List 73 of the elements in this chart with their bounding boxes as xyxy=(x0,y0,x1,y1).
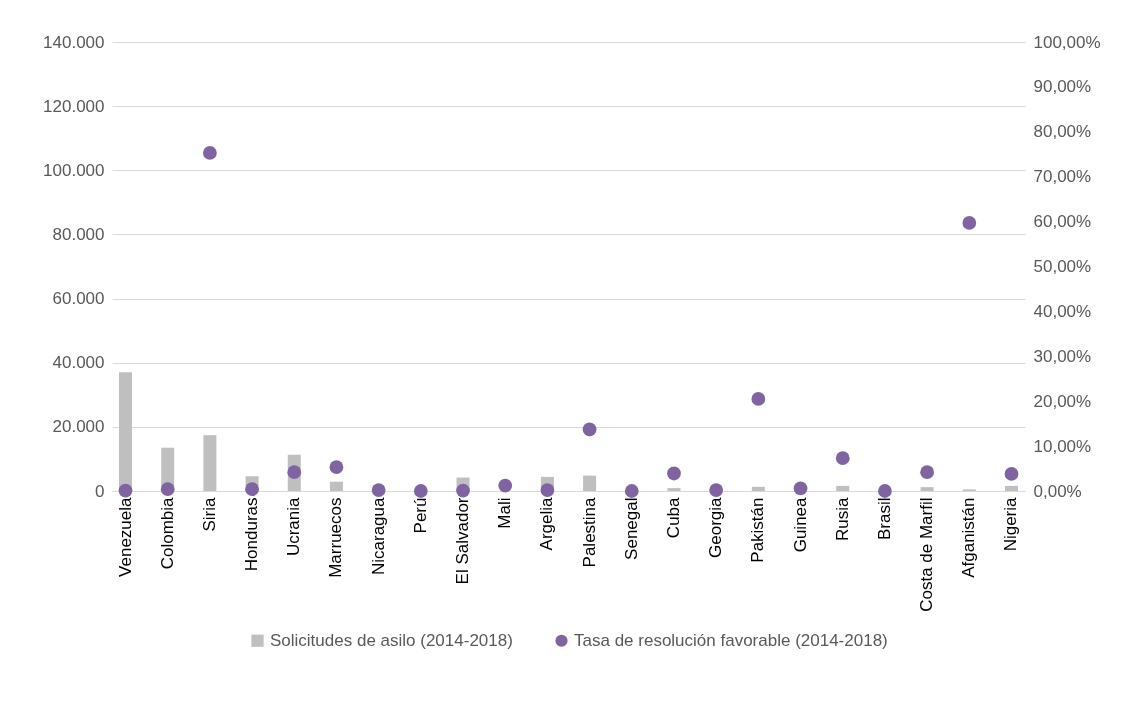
y2-tick-label: 100,00% xyxy=(1033,32,1101,52)
x-tick-label: Pakistán xyxy=(748,497,768,563)
x-tick-label: Colombia xyxy=(157,496,177,570)
x-tick-label: Georgia xyxy=(706,496,726,558)
y-tick-label: 40.000 xyxy=(52,353,105,373)
point xyxy=(709,483,724,497)
y2-tick-label: 60,00% xyxy=(1033,212,1092,232)
point xyxy=(878,484,892,498)
y-tick-label: 140.000 xyxy=(43,32,105,52)
y2-tick-label: 10,00% xyxy=(1033,436,1092,456)
legend-label: Tasa de resolución favorable (2014-2018) xyxy=(574,630,888,650)
x-tick-label: Brasil xyxy=(874,497,894,541)
y-tick-label: 120.000 xyxy=(43,96,105,116)
y-tick-label: 60.000 xyxy=(52,289,105,309)
x-tick-label: Costa de Marfil xyxy=(917,497,937,612)
point xyxy=(118,483,133,498)
y-tick-label: 100.000 xyxy=(43,160,105,180)
bar xyxy=(203,435,217,491)
point xyxy=(456,483,470,498)
bar xyxy=(920,487,934,491)
x-tick-label: Argelia xyxy=(537,496,557,551)
bar xyxy=(583,475,597,491)
x-tick-label: Guinea xyxy=(790,496,810,553)
y2-tick-label: 20,00% xyxy=(1033,391,1092,411)
bar xyxy=(836,485,850,491)
y-tick-label: 0 xyxy=(95,481,105,501)
point xyxy=(371,483,386,497)
point xyxy=(667,466,681,481)
point xyxy=(202,146,217,160)
x-tick-label: Palestina xyxy=(579,496,599,568)
point xyxy=(624,484,639,498)
x-tick-label: El Salvador xyxy=(453,497,473,585)
y-tick-label: 80.000 xyxy=(52,224,105,244)
x-tick-label: Nigeria xyxy=(1001,496,1021,552)
x-tick-label: Honduras xyxy=(242,497,262,572)
x-tick-label: Ucrania xyxy=(284,496,304,557)
point xyxy=(793,481,808,496)
y2-tick-label: 50,00% xyxy=(1033,257,1092,276)
x-tick-label: Venezuela xyxy=(115,496,135,577)
bar xyxy=(667,488,681,491)
y2-tick-label: 70,00% xyxy=(1033,167,1092,187)
legend-label: Solicitudes de asilo (2014-2018) xyxy=(270,630,513,650)
x-tick-label: Marruecos xyxy=(326,497,346,578)
x-tick-label: Afganistán xyxy=(959,497,979,578)
point xyxy=(329,460,344,475)
x-tick-label: Nicaragua xyxy=(368,496,388,575)
bar xyxy=(751,486,765,491)
point xyxy=(582,422,597,437)
y2-tick-label: 90,00% xyxy=(1033,77,1092,97)
y2-tick-label: 30,00% xyxy=(1033,346,1092,366)
x-tick-label: Siria xyxy=(199,496,219,532)
point xyxy=(1004,467,1019,481)
point xyxy=(962,216,977,230)
point xyxy=(498,478,513,493)
y-tick-label: 20.000 xyxy=(52,417,105,437)
bar xyxy=(329,481,343,491)
point xyxy=(245,482,259,497)
x-tick-label: Perú xyxy=(410,497,430,534)
x-tick-label: Cuba xyxy=(663,496,683,539)
y2-tick-label: 80,00% xyxy=(1033,122,1092,142)
point xyxy=(751,392,766,406)
y2-tick-label: 0,00% xyxy=(1033,481,1082,501)
x-tick-label: Senegal xyxy=(621,497,641,560)
x-tick-label: Mali xyxy=(495,497,515,529)
point xyxy=(835,451,850,466)
bar xyxy=(1005,485,1018,491)
point xyxy=(540,483,555,497)
point xyxy=(287,465,302,480)
x-tick-label: Rusia xyxy=(832,496,852,541)
point xyxy=(413,484,428,498)
y2-tick-label: 40,00% xyxy=(1033,301,1092,321)
point xyxy=(160,482,175,497)
point xyxy=(920,465,935,480)
